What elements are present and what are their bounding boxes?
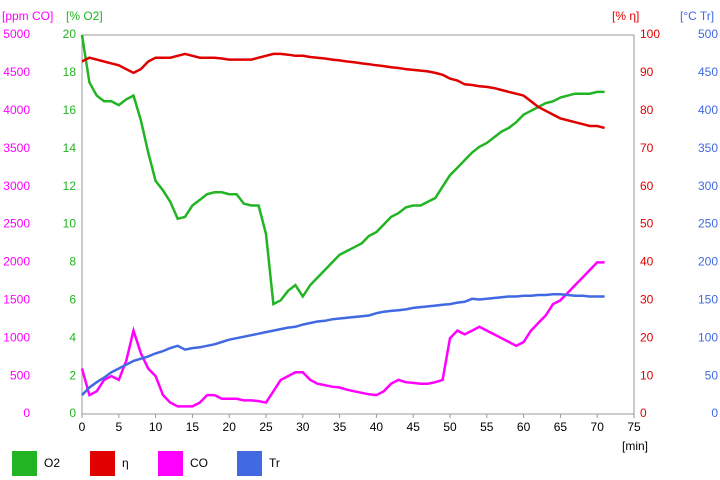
y-tick-label: 100 (640, 27, 660, 41)
y-tick-label: 50 (705, 368, 719, 382)
y-tick-label: 0 (69, 406, 76, 420)
x-tick-label: 50 (443, 420, 457, 434)
y-tick-label: 0 (711, 406, 718, 420)
y-tick-label: 150 (698, 292, 718, 306)
legend-swatch (12, 451, 37, 476)
series-line (80, 34, 605, 307)
y-tick-label: 3500 (3, 141, 30, 155)
y-axis-title: [°C Tr] (680, 9, 714, 23)
y-tick-label: 90 (640, 65, 654, 79)
legend-label: η (122, 456, 129, 470)
x-tick-label: 35 (333, 420, 347, 434)
y-tick-label: 10 (63, 217, 77, 231)
series-line (81, 292, 605, 396)
y-tick-label: 50 (640, 217, 654, 231)
y-axis-title: [% η] (612, 9, 639, 23)
y-tick-label: 4500 (3, 65, 30, 79)
y-axis-title: [ppm CO] (2, 9, 53, 23)
series-line (80, 261, 605, 408)
y-tick-label: 1000 (3, 330, 30, 344)
x-tick-label: 5 (115, 420, 122, 434)
legend-label: O2 (44, 456, 60, 470)
y-tick-label: 5000 (3, 27, 30, 41)
y-tick-label: 3000 (3, 179, 30, 193)
y-tick-label: 300 (698, 179, 718, 193)
legend-label: CO (190, 456, 208, 470)
x-axis-label: [min] (622, 439, 648, 453)
x-tick-label: 15 (186, 420, 200, 434)
legend-label: Tr (269, 456, 280, 470)
y-tick-label: 2 (69, 368, 76, 382)
plot-frame (81, 34, 635, 415)
x-tick-label: 65 (554, 420, 568, 434)
y-tick-label: 250 (698, 217, 718, 231)
y-tick-label: 16 (63, 103, 77, 117)
legend-swatch (237, 451, 262, 476)
y-tick-label: 350 (698, 141, 718, 155)
y-tick-label: 4 (69, 330, 76, 344)
y-tick-label: 500 (698, 27, 718, 41)
x-tick-label: 75 (627, 420, 641, 434)
x-tick-label: 0 (79, 420, 86, 434)
y-tick-label: 18 (63, 65, 77, 79)
y-tick-label: 2000 (3, 255, 30, 269)
x-tick-label: 25 (259, 420, 273, 434)
x-tick-label: 70 (591, 420, 605, 434)
legend-swatch (90, 451, 115, 476)
x-tick-label: 55 (480, 420, 494, 434)
x-tick-label: 40 (370, 420, 384, 434)
y-tick-label: 1500 (3, 292, 30, 306)
y-tick-label: 100 (698, 330, 718, 344)
y-tick-label: 500 (10, 368, 30, 382)
y-tick-label: 80 (640, 103, 654, 117)
y-tick-label: 200 (698, 255, 718, 269)
x-tick-label: 10 (149, 420, 163, 434)
y-tick-label: 450 (698, 65, 718, 79)
y-tick-label: 10 (640, 368, 654, 382)
y-tick-label: 20 (640, 330, 654, 344)
x-tick-label: 60 (517, 420, 531, 434)
y-tick-label: 8 (69, 255, 76, 269)
y-tick-label: 0 (640, 406, 647, 420)
y-tick-label: 60 (640, 179, 654, 193)
y-tick-label: 400 (698, 103, 718, 117)
y-tick-label: 0 (23, 406, 30, 420)
y-tick-label: 14 (63, 141, 77, 155)
series-line (81, 52, 605, 130)
y-tick-label: 4000 (3, 103, 30, 117)
y-tick-label: 12 (63, 179, 77, 193)
y-tick-label: 2500 (3, 217, 30, 231)
y-axis-title: [% O2] (66, 9, 103, 23)
y-tick-label: 70 (640, 141, 654, 155)
x-tick-label: 45 (407, 420, 421, 434)
y-tick-label: 20 (63, 27, 77, 41)
y-tick-label: 40 (640, 255, 654, 269)
x-tick-label: 20 (223, 420, 237, 434)
y-tick-label: 30 (640, 292, 654, 306)
y-tick-label: 6 (69, 292, 76, 306)
legend-swatch (158, 451, 183, 476)
x-tick-label: 30 (296, 420, 310, 434)
